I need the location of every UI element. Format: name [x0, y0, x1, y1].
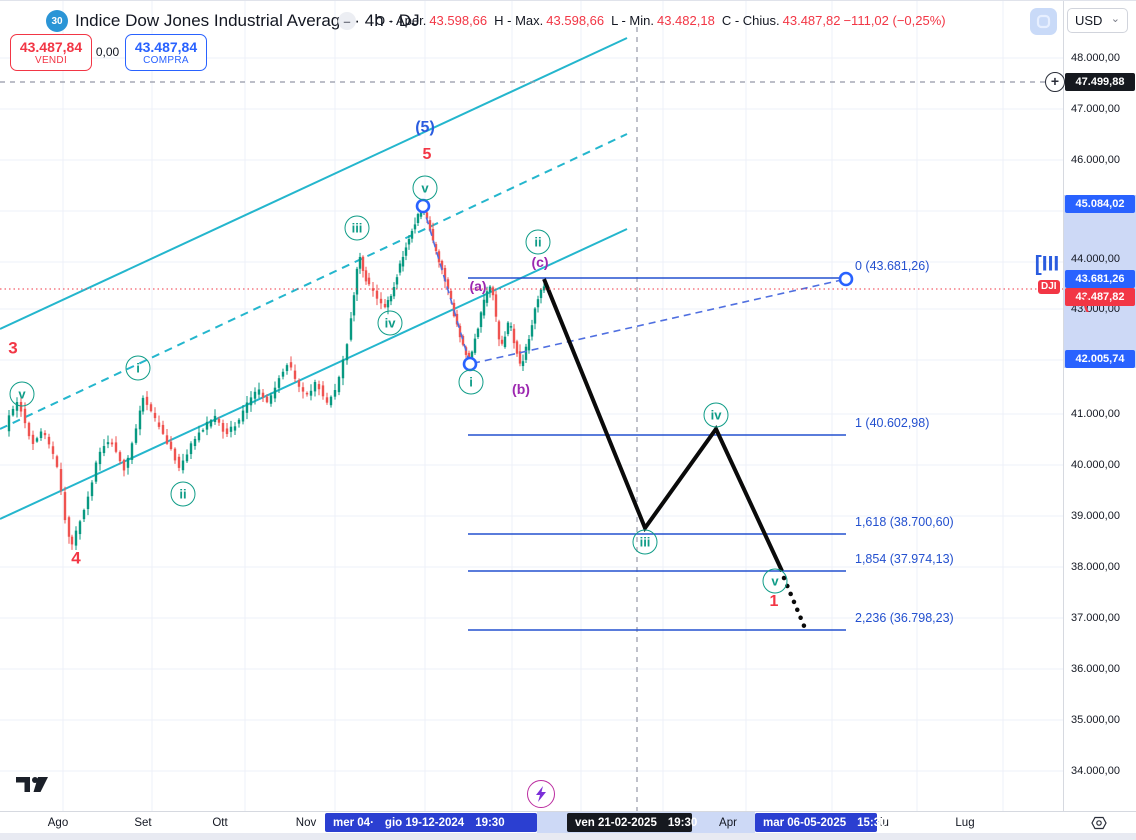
candlesticks: [7, 204, 546, 551]
time-badge-text: 19:30: [667, 816, 698, 829]
drawing-anchor-point[interactable]: [462, 356, 478, 372]
axis-settings-icon[interactable]: [1085, 813, 1113, 833]
currency-selector[interactable]: USD ⌄: [1067, 8, 1128, 33]
flash-order-button[interactable]: [527, 780, 555, 808]
price-axis[interactable]: 48.000,00 47.000,00 46.000,00 44.000,00 43.0…: [1063, 1, 1136, 811]
wave-projection-dotted[interactable]: [781, 575, 810, 636]
channel-line-lower[interactable]: [0, 228, 628, 520]
window-bottom-edge: [0, 833, 1136, 840]
spread-value: 0,00: [95, 45, 120, 59]
tradingview-logo-icon: [16, 777, 48, 792]
maximize-icon: [1036, 14, 1051, 29]
elliott-wave-connector[interactable]: [422, 205, 847, 365]
price-tick-label: 41.000,00: [1071, 408, 1120, 420]
channel-line-middle[interactable]: [0, 133, 628, 430]
symbol-title[interactable]: Indice Dow Jones Industrial Average · 4h…: [75, 11, 420, 30]
symbol-logo-badge[interactable]: 30: [46, 10, 68, 32]
price-tick-label: 47.000,00: [1071, 103, 1120, 115]
add-alert-button[interactable]: +: [1045, 72, 1065, 92]
ohlc-value: 43.482,18: [656, 13, 715, 28]
month-label-ott[interactable]: Ott: [212, 816, 228, 829]
sell-button[interactable]: 43.487,84 VENDI: [10, 34, 92, 71]
sell-price: 43.487,84: [19, 38, 83, 55]
price-tick-label: 35.000,00: [1071, 714, 1120, 726]
lightning-icon: [536, 786, 546, 802]
time-badge-text: ven 21-02-2025: [575, 816, 657, 829]
month-label-set[interactable]: Set: [134, 816, 152, 829]
ohlc-label: H - Max.: [494, 13, 544, 28]
price-badge-blue: 45.084,02: [1065, 195, 1135, 213]
ohlc-value: −111,02 (−0,25%): [843, 13, 946, 28]
collapse-legend-button[interactable]: –: [338, 12, 356, 30]
time-axis[interactable]: Ago Set Ott Nov Apr Giu Lug mer 04· gio 19-12-20…: [0, 811, 1136, 833]
price-tick-label: 46.000,00: [1071, 154, 1120, 166]
channel-line-upper[interactable]: [0, 37, 628, 330]
time-badge: mar 06-05-2025 15:30: [755, 813, 887, 832]
drawing-anchor-point[interactable]: [838, 271, 854, 287]
tradingview-logo[interactable]: [14, 773, 50, 800]
partial-wave-label: (: [1083, 292, 1089, 312]
price-badge-blue: 42.005,74: [1065, 350, 1135, 368]
time-badge-text: mar 06-05-2025: [763, 816, 847, 829]
price-badge-red: 43.487,82: [1065, 288, 1135, 306]
chart-plot[interactable]: [0, 1, 1063, 811]
ohlc-value: 43.487,82: [782, 13, 841, 28]
price-tick-label: 37.000,00: [1071, 612, 1120, 624]
minus-icon: –: [343, 13, 351, 29]
ohlc-readout: O - Aper. 43.598,66 H - Max. 43.598,66 L - M…: [368, 13, 946, 28]
price-tick-label: 48.000,00: [1071, 52, 1120, 64]
price-tick-label: 39.000,00: [1071, 510, 1120, 522]
month-label-ago[interactable]: Ago: [47, 816, 69, 829]
buy-price: 43.487,84: [134, 38, 198, 55]
wave-projection-line[interactable]: [542, 278, 784, 572]
month-label-nov[interactable]: Nov: [295, 816, 317, 829]
price-tick-label: 40.000,00: [1071, 459, 1120, 471]
month-label-apr[interactable]: Apr: [719, 816, 737, 829]
buy-button[interactable]: 43.487,84 COMPRA: [125, 34, 207, 71]
time-badge-text: 15:30: [857, 816, 887, 829]
price-tick-label: 44.000,00: [1071, 253, 1120, 265]
month-label-lug[interactable]: Lug: [955, 816, 975, 829]
time-badge-text: gio 19-12-2024: [384, 816, 465, 829]
sell-label: VENDI: [34, 54, 68, 66]
price-tick-label: 36.000,00: [1071, 663, 1120, 675]
ohlc-value: 43.598,66: [429, 13, 488, 28]
chart-canvas[interactable]: v i ii iii iv v i ii iii iv v 3 4 5 (5) 1 (a) (b) (c) [III 0…: [0, 1, 1063, 811]
ohlc-value: 43.598,66: [546, 13, 605, 28]
ohlc-label: L - Min.: [611, 13, 654, 28]
time-badge: mer 04· gio 19-12-2024 19:30: [325, 813, 537, 832]
time-badge-text: mer 04·: [333, 816, 374, 829]
ohlc-label: C - Chius.: [721, 13, 780, 28]
price-tick-label: 38.000,00: [1071, 561, 1120, 573]
price-badge-blue: 43.681,26: [1065, 270, 1135, 288]
price-tick-label: 43.000,00: [1071, 303, 1120, 315]
ohlc-label: O - Aper.: [375, 13, 427, 28]
price-tick-label: 34.000,00: [1071, 765, 1120, 777]
time-badge: ven 21-02-2025 19:30: [567, 813, 697, 832]
chevron-down-icon: ⌄: [1110, 13, 1120, 25]
time-badge-text: 19:30: [475, 816, 505, 829]
currency-value: USD: [1075, 13, 1103, 28]
buy-label: COMPRA: [143, 54, 189, 66]
drawing-anchor-point[interactable]: [415, 198, 431, 214]
price-badge-dark: 47.499,88: [1065, 73, 1135, 91]
symbol-logo-text: 30: [51, 15, 63, 27]
maximize-button[interactable]: [1030, 8, 1057, 35]
